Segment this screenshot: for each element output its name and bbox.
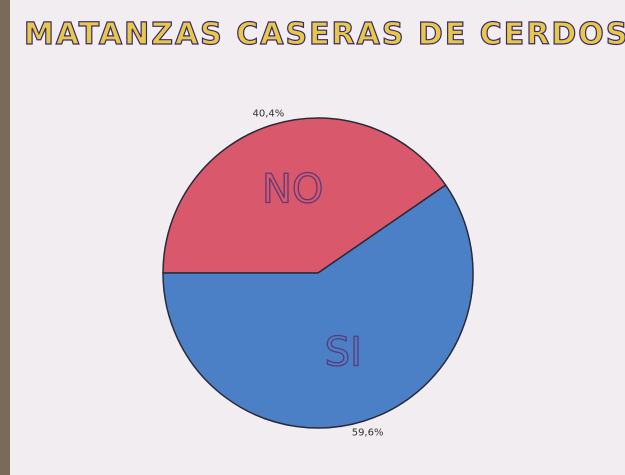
pie-slice	[162, 184, 474, 429]
value-label: 59,6%	[352, 427, 384, 438]
slice-label: SI	[325, 329, 362, 375]
value-label: 40,4%	[253, 109, 285, 120]
slice-label: NO	[262, 167, 323, 213]
pie-slice	[162, 117, 447, 274]
pie: NO 40,4% SI 59,6%	[162, 109, 474, 438]
page-edge	[0, 0, 10, 475]
chart-title: MATANZAS CASERAS DE CERDOS	[24, 17, 625, 52]
